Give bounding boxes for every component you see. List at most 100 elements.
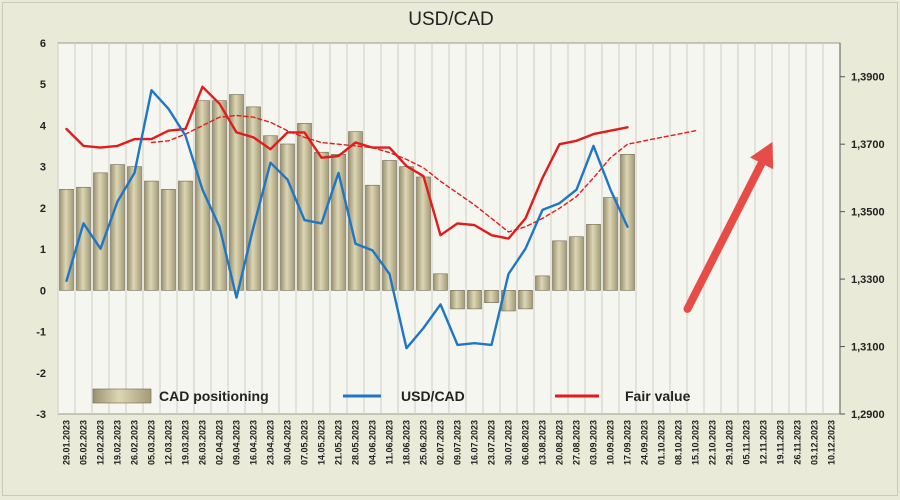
x-tick-label: 19.03.2023	[181, 420, 191, 465]
left-tick-label: 3	[40, 162, 46, 174]
x-tick-label: 29.10.2023	[725, 420, 735, 465]
x-tick-label: 23.04.2023	[266, 420, 276, 465]
usdcad-line	[65, 89, 629, 350]
x-tick-label: 27.08.2023	[572, 420, 582, 465]
right-tick-label: 1,3100	[851, 342, 885, 354]
x-tick-label: 26.02.2023	[130, 420, 140, 465]
left-tick-label: -1	[36, 327, 46, 339]
bar-cad-positioning	[467, 290, 482, 310]
bar-cad-positioning	[127, 166, 142, 291]
x-tick-label: 26.11.2023	[793, 420, 803, 465]
bar-cad-positioning	[535, 275, 550, 291]
trend-arrow-head	[750, 141, 774, 170]
bar-cad-positioning	[399, 166, 414, 291]
right-tick-label: 1,2900	[851, 409, 885, 421]
bar-cad-positioning	[433, 273, 448, 291]
x-tick-label: 02.04.2023	[215, 420, 225, 465]
bar-cad-positioning	[603, 197, 618, 291]
left-tick-label: 1	[40, 244, 46, 256]
x-tick-label: 10.09.2023	[606, 420, 616, 465]
left-tick-label: 2	[40, 203, 46, 215]
bar-cad-positioning	[484, 290, 499, 304]
x-tick-label: 17.09.2023	[623, 420, 633, 465]
bar-cad-positioning	[212, 100, 227, 291]
bar-cad-positioning	[76, 186, 91, 291]
fair-value-forecast-line	[150, 114, 697, 233]
bar-cad-positioning	[195, 100, 210, 291]
left-tick-label: 0	[40, 285, 46, 297]
legend-label-fair-value: Fair value	[625, 388, 691, 404]
x-tick-label: 09.04.2023	[232, 420, 242, 465]
x-tick-label: 18.06.2023	[402, 420, 412, 465]
legend-label-usdcad: USD/CAD	[401, 388, 465, 404]
x-tick-label: 24.09.2023	[640, 420, 650, 465]
bar-cad-positioning	[59, 189, 74, 291]
right-tick-label: 1,3700	[851, 139, 885, 151]
x-tick-label: 02.07.2023	[436, 420, 446, 465]
bar-cad-positioning	[110, 164, 125, 291]
right-tick-label: 1,3500	[851, 207, 885, 219]
legend: CAD positioning USD/CAD Fair value	[92, 388, 691, 404]
x-tick-label: 30.07.2023	[504, 420, 514, 465]
x-tick-label: 12.02.2023	[96, 420, 106, 465]
bar-cad-positioning	[348, 131, 363, 291]
bar-cad-positioning	[229, 94, 244, 291]
bar-cad-positioning	[280, 143, 295, 291]
x-tick-label: 25.06.2023	[419, 420, 429, 465]
bar-cad-positioning	[552, 240, 567, 291]
bar-cad-positioning	[263, 135, 278, 291]
bar-cad-positioning	[518, 290, 533, 310]
bar-cad-positioning	[297, 123, 312, 291]
x-tick-label: 12.03.2023	[164, 420, 174, 465]
x-tick-label: 28.05.2023	[351, 420, 361, 465]
trend-arrow-shaft	[683, 159, 766, 313]
left-tick-label: 4	[40, 120, 47, 132]
x-tick-label: 29.01.2023	[62, 420, 72, 465]
x-tick-label: 30.04.2023	[283, 420, 293, 465]
x-tick-label: 04.06.2023	[368, 420, 378, 465]
x-tick-label: 11.06.2023	[385, 420, 395, 465]
x-tick-label: 03.12.2023	[810, 420, 820, 465]
bar-cad-positioning	[569, 236, 584, 291]
x-tick-label: 07.05.2023	[300, 420, 310, 465]
bar-cad-positioning	[246, 106, 261, 291]
x-tick-label: 01.10.2023	[657, 420, 667, 465]
x-tick-label: 23.07.2023	[487, 420, 497, 465]
x-tick-label: 14.05.2023	[317, 420, 327, 465]
bar-cad-positioning	[93, 172, 108, 291]
bar-cad-positioning	[450, 290, 465, 310]
bar-cad-positioning	[620, 154, 635, 291]
bar-cad-positioning	[382, 160, 397, 291]
x-tick-label: 05.11.2023	[742, 420, 752, 465]
left-tick-label: 5	[40, 79, 46, 91]
x-tick-label: 03.09.2023	[589, 420, 599, 465]
x-tick-label: 12.11.2023	[759, 420, 769, 465]
x-tick-label: 16.07.2023	[470, 420, 480, 465]
x-tick-label: 08.10.2023	[674, 420, 684, 465]
left-tick-label: 6	[40, 38, 46, 50]
chart-title: USD/CAD	[408, 9, 494, 30]
x-tick-label: 13.08.2023	[538, 420, 548, 465]
x-tick-label: 10.12.2023	[827, 420, 837, 465]
bar-cad-positioning	[365, 184, 380, 291]
x-tick-label: 19.11.2023	[776, 420, 786, 465]
x-tick-label: 05.02.2023	[79, 420, 89, 465]
fair-value-line	[65, 85, 629, 240]
chart-svg: -3 -2 -1 0 1 2 3 4 5 6 1,2900 1,3100 1,3300 1,3500 1,3…	[36, 38, 885, 465]
x-tick-label: 21.05.2023	[334, 420, 344, 465]
x-tick-label: 19.02.2023	[113, 420, 123, 465]
left-tick-label: -3	[36, 409, 46, 421]
bar-cad-positioning	[586, 224, 601, 291]
x-tick-label: 16.04.2023	[249, 420, 259, 465]
x-tick-label: 05.03.2023	[147, 420, 157, 465]
right-tick-label: 1,3300	[851, 274, 885, 286]
x-tick-label: 20.08.2023	[555, 420, 565, 465]
x-tick-label: 15.10.2023	[691, 420, 701, 465]
x-tick-label: 09.07.2023	[453, 420, 463, 465]
right-tick-label: 1,3900	[851, 72, 885, 84]
left-tick-label: -2	[36, 368, 46, 380]
legend-label-cad-positioning: CAD positioning	[159, 388, 269, 404]
legend-swatch-cad-positioning	[92, 388, 152, 404]
x-tick-label: 26.03.2023	[198, 420, 208, 465]
